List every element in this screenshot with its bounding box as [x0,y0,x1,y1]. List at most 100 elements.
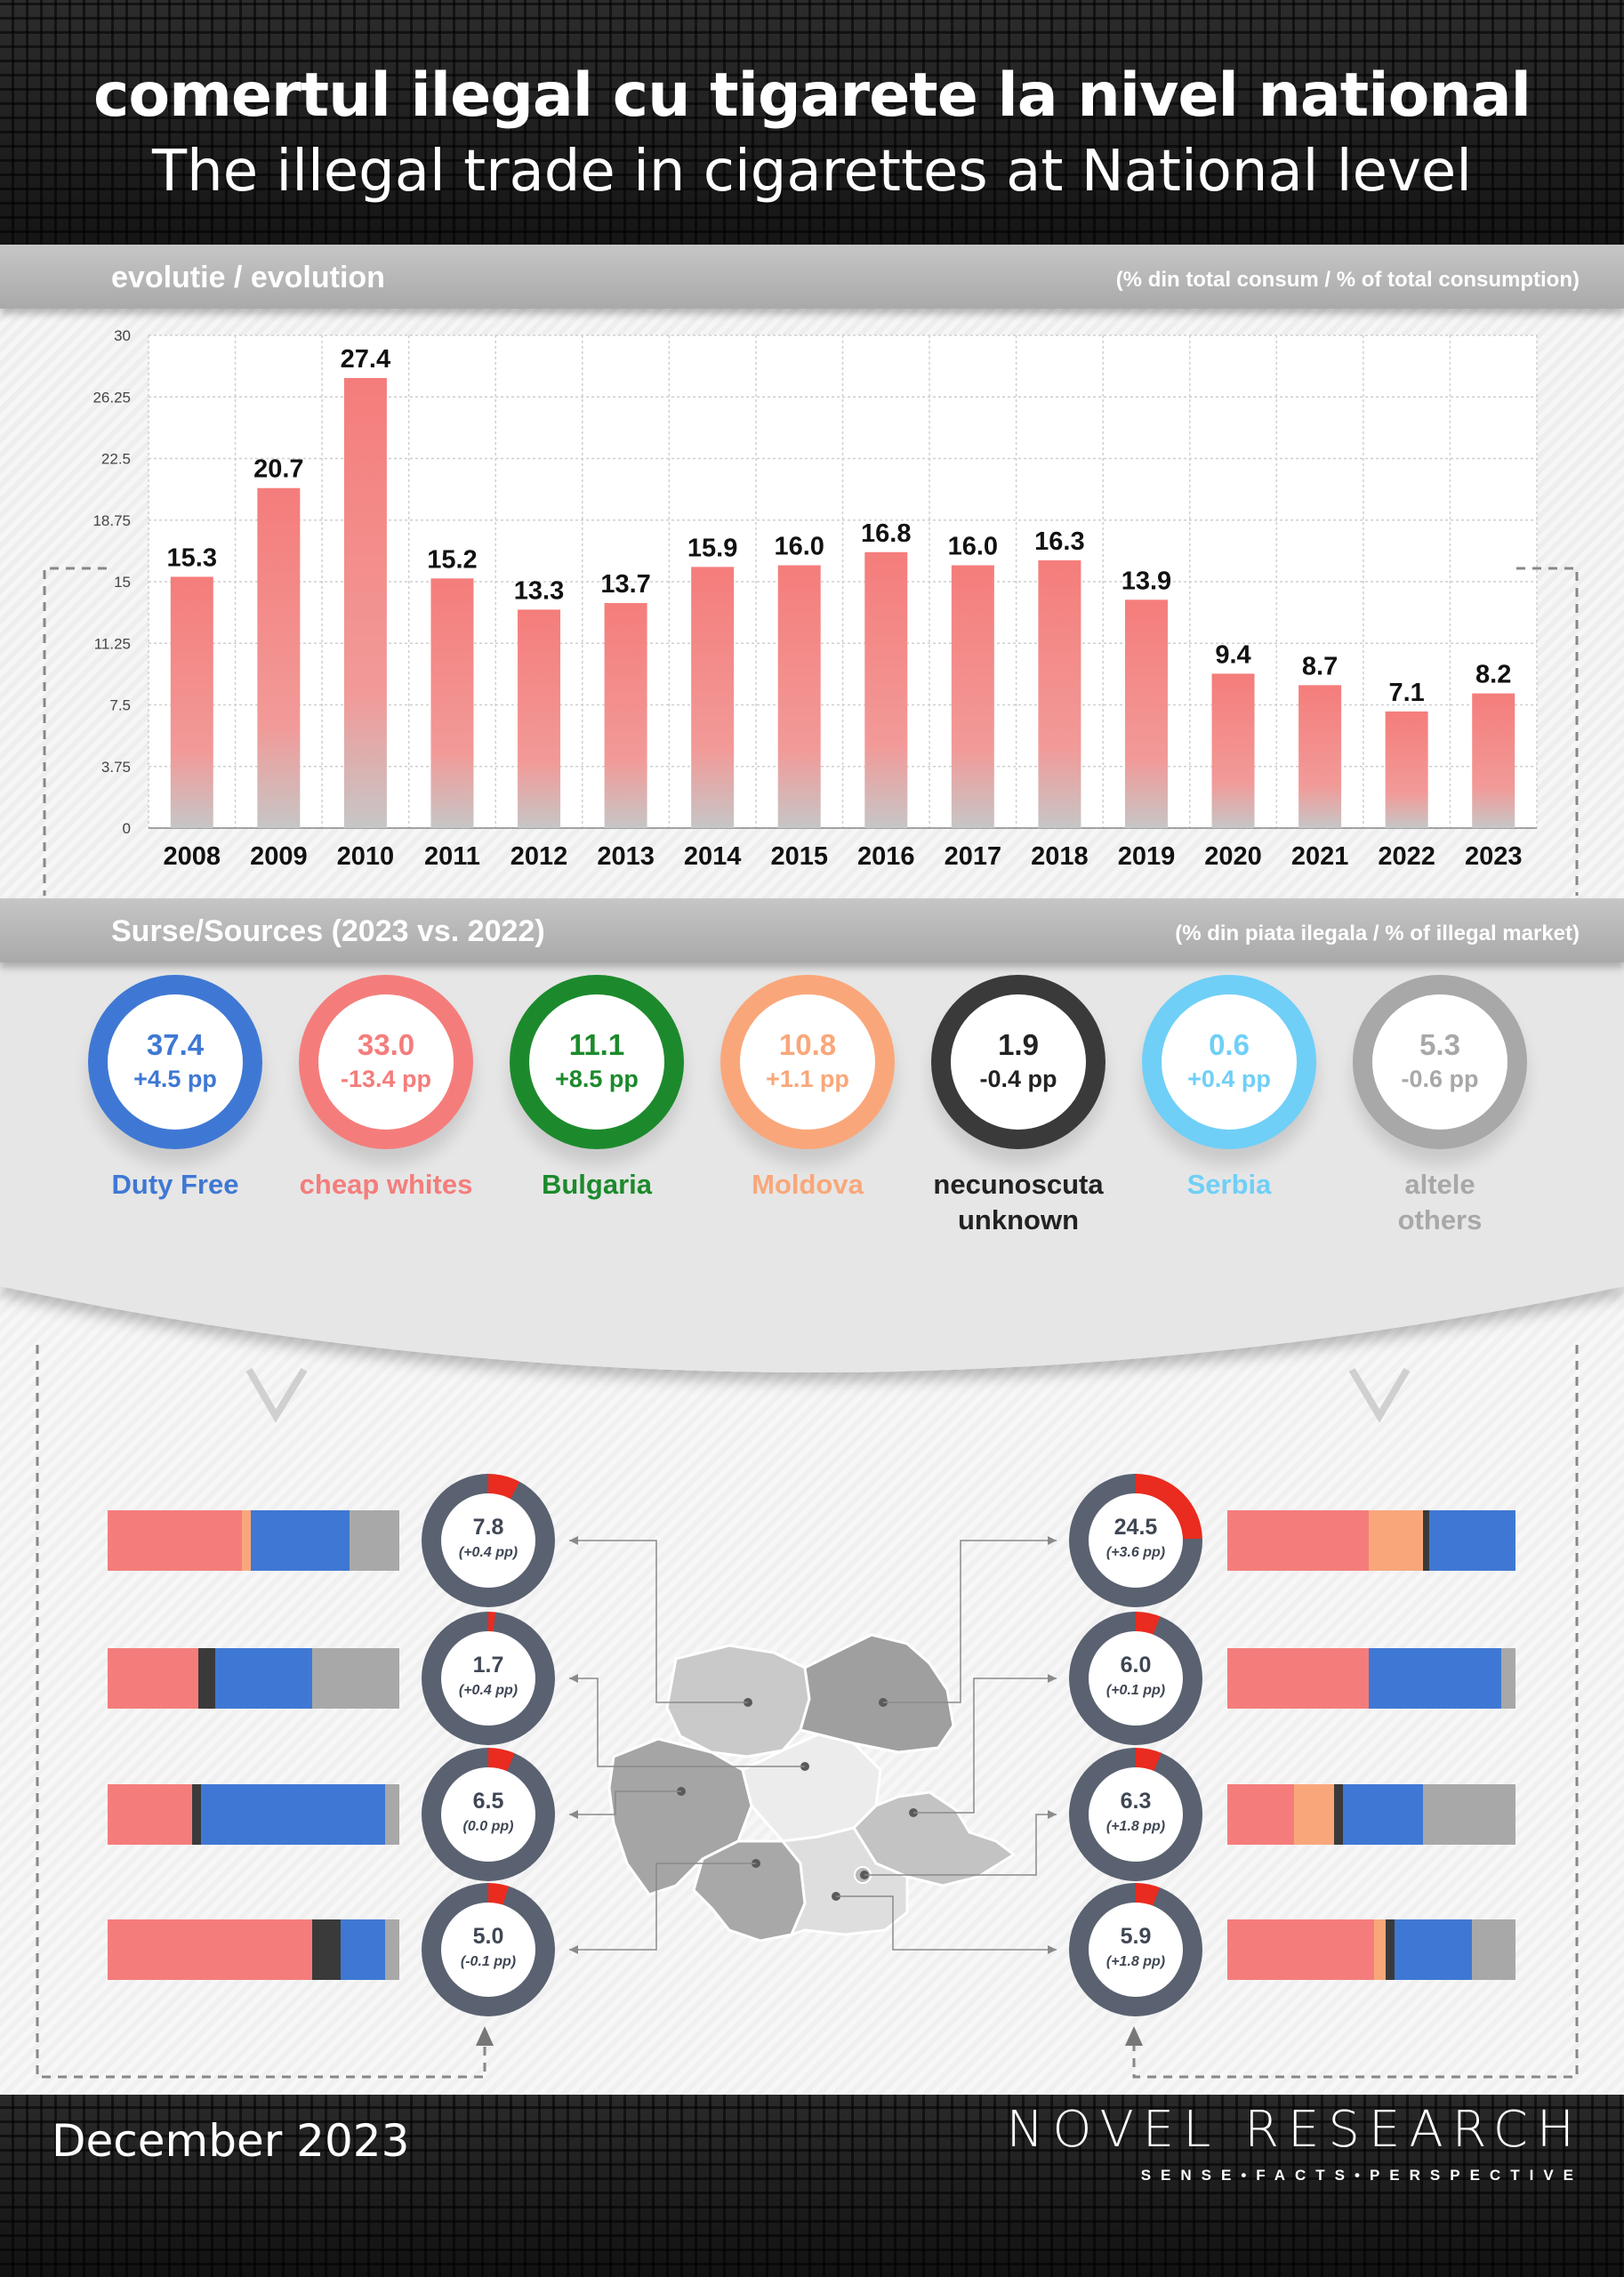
bracket-bottom-right [1132,1345,1579,2079]
brand-tagline: SENSE•FACTS•PERSPECTIVE [1140,2167,1583,2184]
source-change: -13.4 pp [340,1066,432,1092]
bar-2018 [1038,559,1081,828]
region-share-value: 5.0 [472,1924,504,1949]
source-name-line2: unknown [957,1204,1080,1235]
sources-curve-fill [0,1272,1624,1360]
x-tick-label-2010: 2010 [337,842,395,871]
bar-2012 [518,609,561,828]
stack-segment [1227,1919,1375,1980]
x-tick-label-2008: 2008 [164,842,221,871]
bar-2017 [951,565,994,828]
stack-segment [1423,1784,1515,1845]
region-donut-left-2: 6.5 (0.0 pp) [422,1748,555,1881]
arrow-up-icon [476,2026,494,2046]
x-tick-label-2014: 2014 [684,842,742,871]
bar-2013 [604,603,647,828]
connector-line [569,1790,681,1815]
stack-segment [350,1510,399,1571]
x-tick-label-2018: 2018 [1031,842,1089,871]
source-name: cheap whites [279,1167,493,1203]
connector-arrow [1048,1945,1057,1954]
region-south-west [692,1839,807,1943]
page-title-ro: comertul ilegal cu tigarete la nivel nat… [93,60,1532,131]
chevron-down-icon [245,1367,308,1423]
data-label-2019: 13.9 [1122,567,1171,595]
region-share-change: (+1.8 pp) [1105,1819,1166,1834]
region-share-value: 7.8 [472,1515,504,1540]
region-donut-left-1: 1.7 (+0.4 pp) [422,1612,555,1745]
region-source-stack-left-2 [108,1784,399,1845]
source-value: 11.1 [568,1028,625,1061]
data-label-2013: 13.7 [600,570,650,599]
source-value: 0.6 [1209,1028,1250,1061]
donut-center: 6.5 (0.0 pp) [441,1767,535,1862]
stack-segment [341,1919,385,1980]
connector-line [569,1863,756,1951]
region-source-stack-right-2 [1227,1784,1515,1845]
stack-segment [1227,1648,1369,1709]
source-bubble-2: 11.1 +8.5 pp [510,975,684,1149]
x-tick-label-2009: 2009 [250,842,308,871]
source-name: Serbia [1122,1167,1336,1203]
x-tick-label-2022: 2022 [1378,842,1435,871]
donut-center: 5.0 (-0.1 pp) [441,1903,535,1997]
region-donut-left-0: 7.8 (+0.4 pp) [422,1474,555,1607]
y-tick-label: 7.5 [109,697,131,714]
connector-line [569,1540,748,1703]
x-tick-label-2012: 2012 [511,842,568,871]
source-name-line1: Serbia [1186,1169,1272,1200]
source-name-line1: altele [1404,1169,1475,1200]
bar-2021 [1298,685,1342,828]
data-label-2008: 15.3 [167,543,217,572]
stack-segment [200,1784,385,1845]
region-south [780,1826,909,1937]
stack-segment [1374,1919,1387,1980]
data-label-2015: 16.0 [774,533,824,561]
source-name: altele others [1333,1167,1547,1238]
stack-segment [384,1919,399,1980]
source-bubble-6: 5.3 -0.6 pp [1353,975,1527,1149]
x-tick-label-2019: 2019 [1118,842,1176,871]
source-name-line1: necunoscuta [933,1169,1104,1200]
stack-segment [1368,1648,1501,1709]
brand-logo: NOVEL RESEARCH [1006,2101,1583,2159]
stack-segment [1428,1510,1515,1571]
region-source-stack-left-0 [108,1510,399,1571]
connector-line [864,1814,1057,1876]
sources-section-band: Surse/Sources (2023 vs. 2022) (% din pia… [0,898,1624,962]
stack-segment [1333,1784,1343,1845]
source-change: +0.4 pp [1187,1066,1271,1092]
bracket-bottom-left [36,1345,486,2079]
connector-arrow [569,1674,578,1683]
footer-banner [0,2095,1624,2277]
donut-center: 24.5 (+3.6 pp) [1089,1493,1183,1588]
x-tick-label-2023: 2023 [1465,842,1523,871]
arrow-up-icon [1125,2026,1143,2046]
data-label-2017: 16.0 [948,533,998,561]
connector-arrow [1048,1810,1057,1819]
chevron-down-icon [1348,1367,1411,1423]
stack-segment [108,1510,242,1571]
donut-center: 6.3 (+1.8 pp) [1089,1767,1183,1862]
connector-arrow [569,1536,578,1545]
region-share-change: (+0.4 pp) [458,1683,519,1698]
source-change: +1.1 pp [766,1066,849,1092]
stack-segment [241,1510,251,1571]
regional-map-graphic [0,1272,1624,2079]
source-name-line1: Moldova [752,1169,864,1200]
source-name: Bulgaria [490,1167,703,1203]
y-tick-label: 26.25 [92,389,131,406]
region-share-value: 5.9 [1120,1924,1152,1949]
y-tick-label: 3.75 [101,759,131,776]
donut-center: 7.8 (+0.4 pp) [441,1493,535,1588]
region-share-value: 6.0 [1120,1653,1152,1678]
bracket-right [1516,567,1579,896]
stack-segment [1423,1510,1429,1571]
bar-2011 [430,578,474,828]
source-name: Moldova [701,1167,914,1203]
connector-arrow [569,1810,578,1819]
evolution-unit-note: (% din total consum / % of total consump… [1115,268,1580,292]
stack-segment [197,1648,216,1709]
source-name: Duty Free [68,1167,282,1203]
region-donut-right-1: 6.0 (+0.1 pp) [1069,1612,1202,1745]
